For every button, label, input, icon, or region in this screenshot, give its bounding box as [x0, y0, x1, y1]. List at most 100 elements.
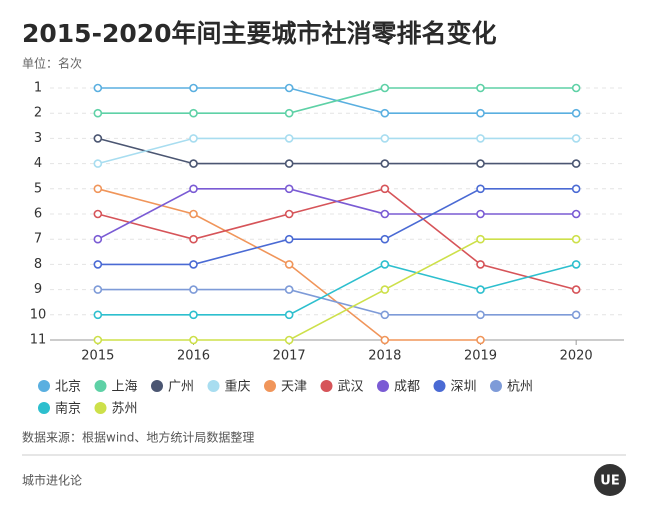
legend-label: 广州: [168, 380, 194, 395]
legend-label: 深圳: [451, 380, 477, 395]
legend-label: 成都: [394, 380, 420, 395]
data-point: [380, 184, 390, 194]
y-tick-label: 8: [34, 257, 42, 272]
chart-title: 2015-2020年间主要城市社消零排名变化: [22, 19, 497, 48]
data-point: [93, 234, 103, 244]
data-point: [571, 83, 581, 93]
data-point: [93, 83, 103, 93]
x-tick-label: 2020: [560, 349, 593, 364]
data-point: [380, 234, 390, 244]
data-point: [476, 209, 485, 219]
data-point: [93, 260, 103, 269]
series-line: [97, 137, 577, 165]
data-point: [93, 184, 103, 194]
series-line: [97, 288, 577, 316]
data-point: [284, 260, 294, 269]
data-point: [284, 134, 294, 143]
y-tick-label: 5: [34, 181, 42, 196]
data-point: [476, 335, 485, 345]
legend-label: 上海: [112, 380, 138, 395]
data-point: [189, 108, 198, 118]
data-point: [476, 310, 485, 320]
data-point: [380, 134, 390, 143]
data-point: [93, 108, 103, 118]
y-tick-label: 6: [34, 207, 42, 222]
data-point: [571, 285, 581, 294]
data-point: [93, 335, 103, 345]
data-point: [284, 108, 294, 118]
data-point: [189, 335, 198, 345]
data-point: [476, 108, 485, 118]
data-point: [284, 159, 294, 168]
data-point: [571, 184, 581, 194]
y-tick-label: 2: [34, 106, 42, 121]
data-point: [571, 260, 581, 269]
legend-label: 杭州: [507, 380, 533, 395]
data-point: [189, 260, 198, 269]
data-point: [476, 134, 485, 143]
y-tick-label: 7: [34, 232, 42, 247]
y-tick-label: 4: [34, 156, 42, 171]
data-point: [93, 285, 103, 294]
data-point: [284, 310, 294, 320]
data-point: [380, 209, 390, 219]
data-point: [284, 184, 294, 194]
legend-label: 南京: [55, 401, 81, 417]
y-tick-label: 9: [34, 282, 42, 297]
x-tick-label: 2019: [464, 349, 497, 364]
legend-swatch: [490, 380, 502, 392]
data-point: [476, 234, 485, 244]
logo: UE: [600, 474, 619, 489]
data-point: [476, 159, 485, 168]
data-point: [93, 209, 103, 219]
series-line: [97, 263, 577, 316]
y-tick-label: 3: [34, 131, 42, 146]
y-unit: 单位：名次: [22, 56, 82, 71]
series-line: [97, 188, 577, 240]
data-point: [189, 83, 198, 93]
data-point: [189, 159, 198, 168]
data-point: [189, 234, 198, 244]
x-tick-label: 2017: [273, 349, 306, 364]
data-point: [93, 159, 103, 168]
legend-swatch: [433, 380, 446, 392]
data-point: [189, 134, 198, 143]
legend-label: 苏州: [112, 401, 138, 417]
data-point: [571, 234, 581, 244]
x-tick-label: 2018: [368, 349, 401, 364]
data-point: [476, 285, 485, 294]
data-point: [189, 310, 198, 320]
data-point: [284, 285, 294, 294]
legend-label: 天津: [281, 380, 307, 395]
y-tick-label: 10: [30, 307, 47, 322]
x-tick-label: 2015: [81, 349, 114, 364]
series-line: [97, 87, 577, 114]
data-point: [380, 310, 390, 320]
data-point: [571, 310, 581, 320]
data-point: [189, 285, 198, 294]
legend-swatch: [38, 402, 50, 414]
data-point: [380, 159, 390, 168]
data-point: [571, 134, 581, 143]
data-point: [284, 234, 294, 244]
logo-badge: [594, 464, 626, 496]
data-point: [189, 209, 198, 219]
data-point: [571, 159, 581, 168]
data-point: [380, 260, 390, 269]
series-line: [97, 238, 577, 341]
data-point: [93, 134, 103, 143]
data-point: [189, 184, 198, 194]
series-line: [97, 137, 577, 165]
y-tick-label: 1: [34, 81, 42, 96]
legend-label: 北京: [55, 380, 81, 395]
y-tick-label: 11: [30, 333, 47, 348]
x-tick-label: 2016: [177, 349, 210, 364]
legend-swatch: [207, 380, 220, 392]
legend-swatch: [38, 380, 50, 392]
data-point: [380, 335, 390, 345]
data-point: [380, 83, 390, 93]
series-line: [97, 188, 577, 266]
legend-swatch: [94, 402, 107, 414]
data-point: [93, 310, 103, 320]
